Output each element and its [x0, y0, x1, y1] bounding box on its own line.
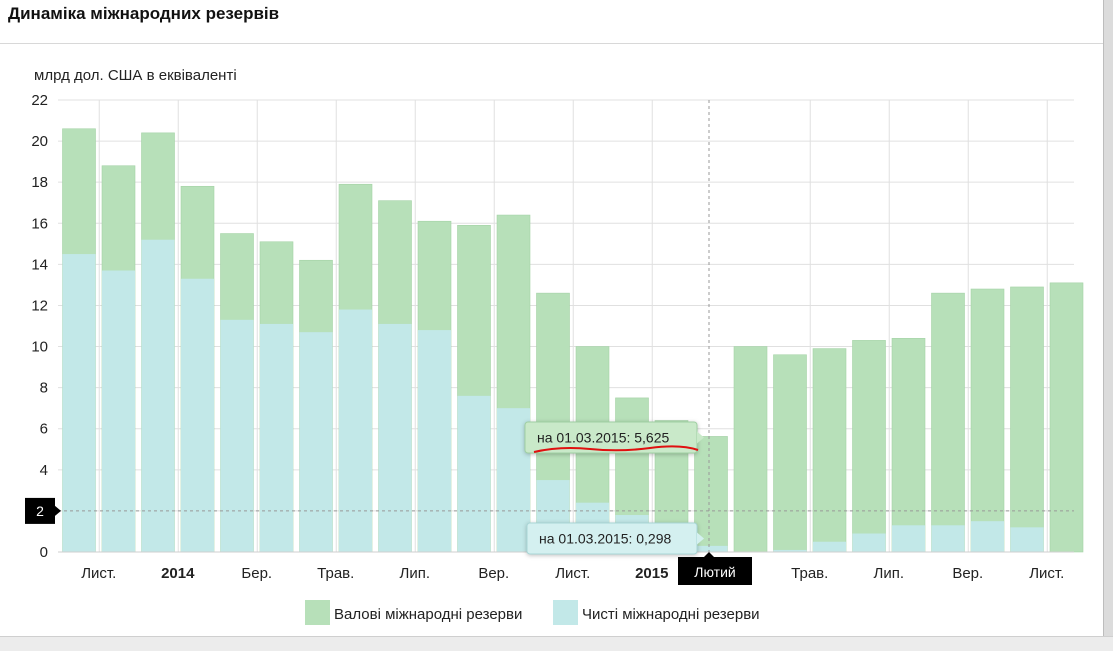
- x-tick-label: Вер.: [952, 565, 983, 582]
- legend-label-net[interactable]: Чисті міжнародні резерви: [582, 606, 760, 623]
- y-tick-label: 16: [31, 215, 48, 232]
- bar-net[interactable]: [378, 323, 412, 552]
- y-tick-label: 6: [40, 421, 48, 438]
- x-tick-label: Вер.: [478, 565, 509, 582]
- y-crosshair-badge: [25, 497, 55, 524]
- bar-net[interactable]: [813, 541, 846, 552]
- bar-gross[interactable]: [891, 338, 926, 553]
- y-tick-label: 22: [31, 92, 48, 109]
- x-tick-label: Бер.: [241, 565, 272, 582]
- tooltip-gross-pointer: [697, 431, 704, 444]
- x-crosshair-badge-label: Лютий: [694, 564, 735, 580]
- bar-gross[interactable]: [1049, 282, 1084, 553]
- bar-gross[interactable]: [931, 292, 965, 553]
- legend-label-gross[interactable]: Валові міжнародні резерви: [334, 606, 522, 623]
- bar-gross[interactable]: [970, 288, 1005, 553]
- reserves-chart[interactable]: млрд дол. США в еквіваленті 0 4 6 8 10 12 14 16 1…: [0, 44, 1104, 636]
- y-tick-label: 14: [31, 256, 48, 273]
- legend-swatch-net[interactable]: [553, 600, 578, 625]
- tooltip-net-pointer: [697, 532, 704, 545]
- bar-net[interactable]: [931, 525, 965, 552]
- y-tick-label: 8: [40, 380, 48, 397]
- x-badge-pointer: [704, 552, 714, 557]
- x-tick-label: 2015: [635, 565, 668, 582]
- y-tick-label: 18: [31, 174, 48, 191]
- x-crosshair-badge: [678, 557, 752, 585]
- x-tick-label: Лист.: [81, 565, 116, 582]
- bar-gross[interactable]: [773, 354, 807, 553]
- y-tick-label: 10: [31, 339, 48, 356]
- bar-net[interactable]: [260, 323, 293, 552]
- bar-net[interactable]: [971, 521, 1004, 552]
- bar-net[interactable]: [299, 332, 333, 552]
- bar-gross[interactable]: [733, 346, 768, 553]
- x-tick-label: 2014: [161, 565, 195, 582]
- x-tick-label: Лип.: [399, 565, 430, 582]
- legend-swatch-gross[interactable]: [305, 600, 330, 625]
- page-title: Динаміка міжнародних резервів: [8, 4, 280, 23]
- bar-net[interactable]: [694, 545, 728, 552]
- red-underline-annotation: [533, 445, 699, 453]
- x-tick-label: Лист.: [1029, 565, 1064, 582]
- bar-net[interactable]: [181, 278, 214, 552]
- tooltip-gross-text: на 01.03.2015: 5,625: [537, 430, 670, 446]
- window-right-edge: [1103, 0, 1113, 651]
- y-axis-unit-label: млрд дол. США в еквіваленті: [34, 67, 237, 84]
- header-bar: Динаміка міжнародних резервів: [0, 0, 1104, 44]
- bar-net[interactable]: [892, 525, 925, 552]
- bar-net[interactable]: [418, 330, 451, 552]
- bar-net[interactable]: [220, 319, 254, 552]
- bar-net[interactable]: [102, 270, 135, 552]
- x-tick-label: Трав.: [791, 565, 828, 582]
- bar-gross[interactable]: [852, 340, 886, 553]
- y-tick-label: 4: [40, 462, 48, 479]
- window-bottom-edge: [0, 636, 1113, 651]
- bar-net[interactable]: [141, 239, 175, 552]
- bar-net[interactable]: [62, 254, 96, 552]
- y-tick-label: 12: [31, 297, 48, 314]
- y-tick-label: 20: [31, 133, 48, 150]
- bar-net[interactable]: [339, 309, 372, 552]
- chart-card: млрд дол. США в еквіваленті 0 4 6 8 10 12 14 16 1…: [0, 44, 1104, 636]
- bar-gross[interactable]: [694, 436, 728, 553]
- y-tick-label: 0: [40, 544, 48, 561]
- x-tick-label: Трав.: [317, 565, 354, 582]
- x-tick-label: Лип.: [873, 565, 904, 582]
- y-badge-pointer: [55, 505, 61, 516]
- tooltip-net-text: на 01.03.2015: 0,298: [539, 531, 672, 547]
- bar-net[interactable]: [773, 549, 807, 552]
- bar-gross[interactable]: [812, 348, 847, 553]
- x-tick-label: Лист.: [555, 565, 590, 582]
- bar-net[interactable]: [1010, 527, 1044, 552]
- bar-net[interactable]: [852, 533, 886, 552]
- bar-net[interactable]: [457, 395, 491, 552]
- y-crosshair-badge-label: 2: [36, 503, 44, 519]
- bar-gross[interactable]: [1010, 286, 1044, 553]
